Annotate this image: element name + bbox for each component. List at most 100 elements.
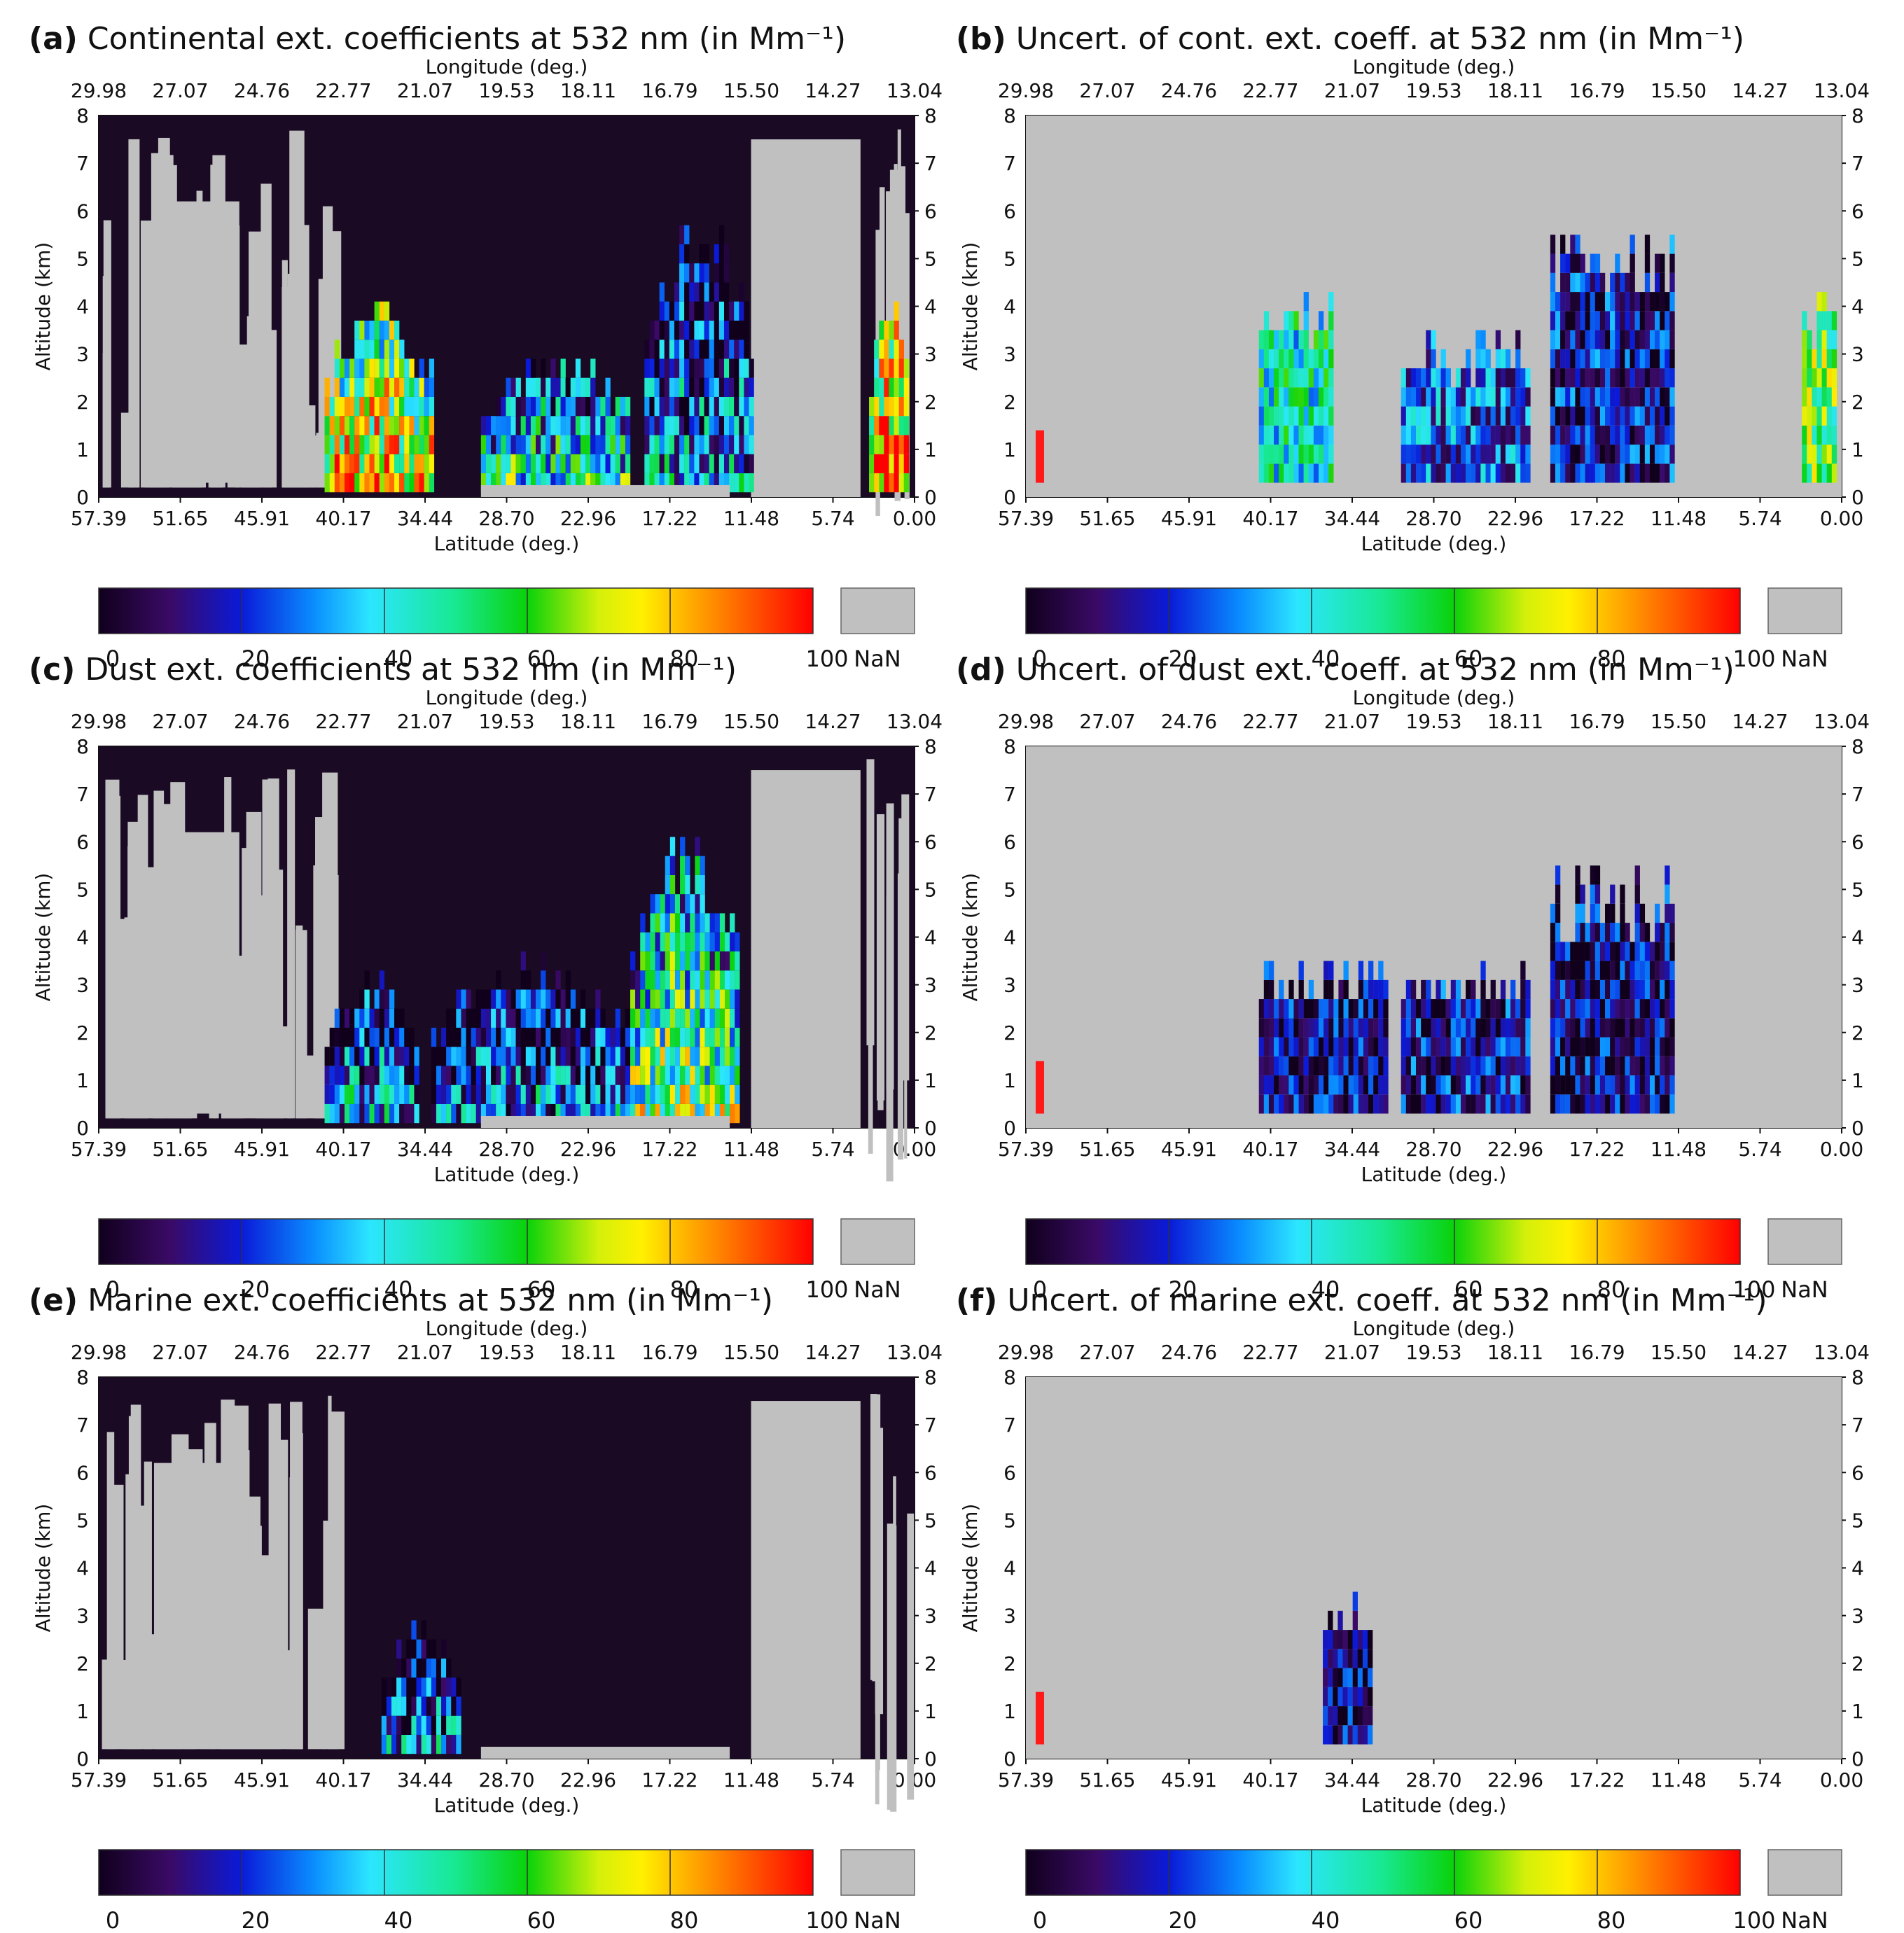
data-cell <box>349 473 355 493</box>
data-cell <box>1575 272 1580 293</box>
data-cell <box>1505 1056 1511 1076</box>
data-cell <box>374 435 380 454</box>
data-cell <box>1555 903 1561 923</box>
data-cell <box>723 244 730 264</box>
data-cell <box>1665 923 1670 942</box>
data-cell <box>1480 445 1486 464</box>
data-cell <box>506 377 511 397</box>
data-cell <box>530 1103 536 1124</box>
data-cell <box>749 435 754 454</box>
lon-tick-label: 21.07 <box>1324 79 1380 102</box>
data-cell <box>1510 463 1516 483</box>
data-cell <box>536 473 541 493</box>
data-cell <box>541 1084 546 1104</box>
data-cell <box>674 416 680 435</box>
data-cell <box>1298 368 1304 388</box>
colorbar-tick-label: 60 <box>527 1276 556 1303</box>
data-cell <box>1268 1094 1274 1114</box>
data-cell <box>1570 999 1576 1019</box>
data-cell <box>898 358 904 378</box>
data-cell <box>1450 1037 1457 1056</box>
data-cell <box>379 340 385 359</box>
data-cell <box>541 396 546 417</box>
data-cell <box>1575 368 1580 388</box>
data-cell <box>1505 445 1511 464</box>
data-cell <box>491 1047 496 1066</box>
data-cell <box>1405 425 1412 445</box>
data-cell <box>359 454 365 473</box>
data-cell <box>1284 387 1289 407</box>
data-cell <box>665 1084 671 1104</box>
data-cell <box>669 320 675 340</box>
data-cell <box>695 837 700 856</box>
data-cell <box>491 473 496 493</box>
y-tick-label-left: 1 <box>76 438 89 461</box>
colorbar-tick-label: 20 <box>1169 646 1197 672</box>
data-cell <box>719 1103 725 1124</box>
data-cell <box>1826 425 1832 445</box>
data-cell <box>485 1103 492 1124</box>
data-cell <box>1323 368 1329 388</box>
data-cell <box>1821 425 1827 445</box>
y-tick-label-left: 2 <box>76 1652 89 1675</box>
data-cell <box>669 358 675 378</box>
data-cell <box>1665 387 1670 407</box>
lon-tick-label: 21.07 <box>397 710 453 733</box>
data-cell <box>1308 425 1314 445</box>
lon-tick-label: 18.11 <box>1487 79 1543 102</box>
data-cell <box>680 894 686 914</box>
lat-tick-label: 28.70 <box>478 507 534 530</box>
data-cell <box>1263 463 1270 483</box>
data-cell <box>739 282 744 302</box>
data-cell <box>520 951 527 971</box>
data-cell <box>615 1027 620 1047</box>
data-cell <box>369 1047 375 1066</box>
y-tick-label-right: 7 <box>924 1414 937 1437</box>
data-cell <box>1620 445 1625 464</box>
data-cell <box>520 1066 527 1085</box>
data-cell <box>1363 1075 1369 1095</box>
surface <box>480 484 730 497</box>
data-cell <box>1634 330 1640 349</box>
data-cell <box>694 358 700 378</box>
data-cell <box>424 435 429 454</box>
data-cell <box>1342 1706 1348 1726</box>
data-cell <box>1405 1094 1412 1114</box>
data-cell <box>1455 387 1461 407</box>
data-cell <box>461 1008 466 1028</box>
data-cell <box>1669 292 1675 312</box>
data-cell <box>1352 1649 1358 1668</box>
data-cell <box>1629 1094 1635 1114</box>
data-cell <box>339 1084 345 1104</box>
panel-label: (a) <box>29 21 78 57</box>
lat-tick-label: 22.96 <box>560 1138 616 1161</box>
data-cell <box>635 970 641 990</box>
data-cell <box>1323 1018 1329 1038</box>
data-cell <box>1421 425 1426 445</box>
data-cell <box>480 1027 487 1047</box>
data-cell <box>1812 387 1817 407</box>
data-cell <box>1347 1630 1353 1649</box>
data-cell <box>501 1103 506 1124</box>
data-cell <box>1352 1610 1358 1631</box>
y-tick-label-left: 2 <box>1003 1021 1016 1045</box>
data-cell <box>1284 406 1289 426</box>
data-cell <box>451 1103 457 1124</box>
colorbar-tick-label: 20 <box>242 1276 270 1303</box>
data-cell <box>700 1066 705 1085</box>
data-cell <box>714 454 720 473</box>
data-cell <box>409 473 415 493</box>
data-cell <box>1515 1037 1521 1056</box>
data-cell <box>436 1047 442 1066</box>
data-cell <box>1480 999 1486 1019</box>
data-cell <box>1660 1056 1665 1076</box>
data-cell <box>565 1027 571 1047</box>
data-cell <box>339 473 345 493</box>
data-cell <box>510 473 516 493</box>
data-cell <box>700 1047 705 1066</box>
data-cell <box>369 1027 375 1047</box>
data-cell <box>659 473 665 493</box>
data-cell <box>1353 1037 1359 1056</box>
data-cell <box>1426 445 1431 464</box>
data-cell <box>501 989 506 1009</box>
